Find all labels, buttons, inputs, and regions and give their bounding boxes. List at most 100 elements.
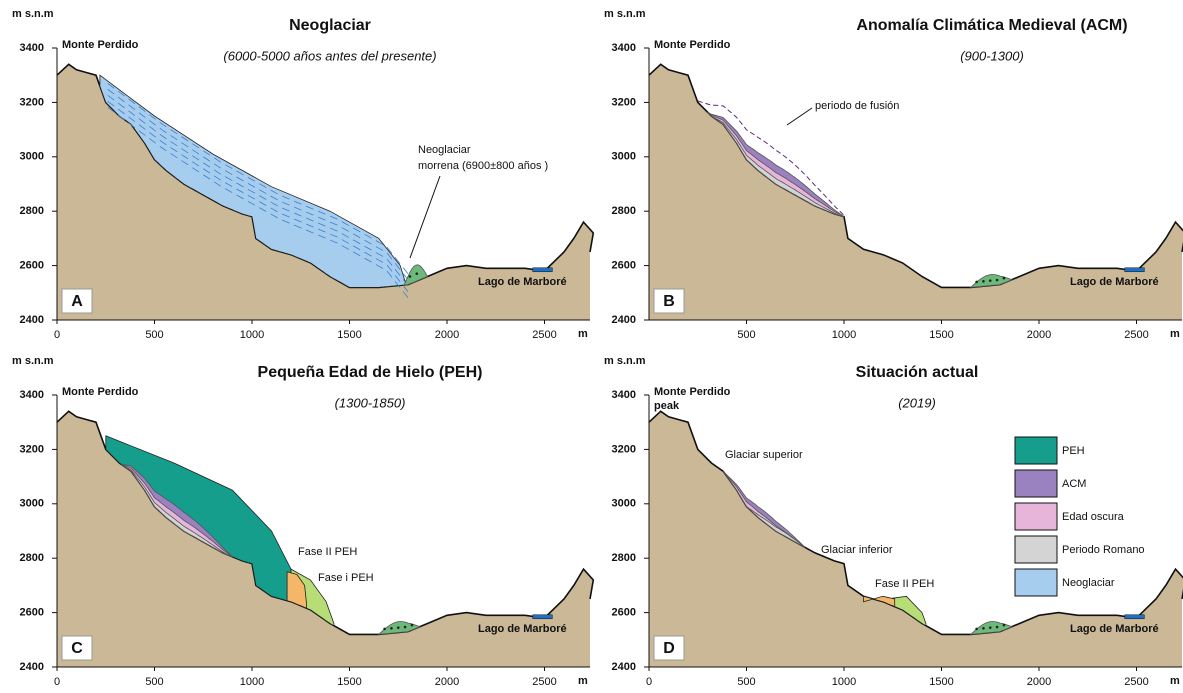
y-tick-label: 3400 [612, 389, 636, 401]
x-tick-label: 2500 [1124, 329, 1148, 341]
annotation: Fase II PEH [298, 546, 357, 558]
x-tick-label: 2000 [1027, 676, 1051, 688]
peak-label: Monte Perdido [654, 386, 731, 398]
x-tick-label: 500 [737, 329, 755, 341]
legend-swatch [1015, 503, 1057, 530]
y-tick-label: 2400 [612, 661, 636, 673]
x-unit: m [578, 328, 588, 340]
annotation: Glaciar superior [725, 449, 803, 461]
x-tick-label: 1500 [929, 676, 953, 688]
moraine-dot [975, 628, 978, 631]
peak-label: Monte Perdido [62, 386, 139, 398]
lake-label: Lago de Marboré [1070, 276, 1159, 288]
x-tick-label: 2000 [435, 329, 459, 341]
moraine-dot [996, 626, 999, 629]
y-tick-label: 2800 [612, 552, 636, 564]
moraine-dot [390, 627, 393, 630]
x-tick-label: 1000 [832, 676, 856, 688]
legend-label: ACM [1062, 478, 1086, 490]
moraine-dot [397, 626, 400, 629]
legend-label: PEH [1062, 445, 1085, 457]
moraine-dot [982, 627, 985, 630]
x-tick-label: 1000 [240, 329, 264, 341]
y-tick-label: 2800 [20, 205, 44, 217]
peak-label: Monte Perdido [654, 39, 731, 51]
y-tick-label: 2400 [20, 314, 44, 326]
lake-label: Lago de Marboré [478, 623, 567, 635]
panel-title: Anomalía Climática Medieval (ACM) [856, 17, 1127, 34]
x-tick-label: 1500 [929, 329, 953, 341]
panel-subtitle: (1300-1850) [335, 395, 406, 410]
y-tick-label: 2800 [20, 552, 44, 564]
annotation: Glaciar inferior [821, 544, 893, 556]
legend-swatch [1015, 536, 1057, 563]
x-tick-label: 2500 [1124, 676, 1148, 688]
panel: 2400260028003000320034000500100015002000… [12, 8, 593, 341]
panel-letter: A [71, 293, 83, 310]
lake [1125, 268, 1145, 272]
y-tick-label: 2400 [612, 314, 636, 326]
lake [533, 615, 553, 619]
x-tick-label: 1500 [337, 329, 361, 341]
moraine-dot [383, 628, 386, 631]
lake-label: Lago de Marboré [478, 276, 567, 288]
panel-subtitle: (900-1300) [960, 48, 1024, 63]
panel-title: Pequeña Edad de Hielo (PEH) [258, 364, 483, 381]
y-tick-label: 3200 [612, 96, 636, 108]
moraine-dot [989, 279, 992, 282]
x-tick-label: 0 [54, 329, 60, 341]
y-unit: m s.n.m [604, 8, 646, 20]
x-tick-label: 0 [646, 676, 652, 688]
moraine-dot [415, 272, 418, 275]
y-tick-label: 3400 [20, 42, 44, 54]
lake [1125, 615, 1145, 619]
legend-swatch [1015, 470, 1057, 497]
annotation: Fase II PEH [875, 578, 934, 590]
x-tick-label: 2500 [532, 676, 556, 688]
annotation: periodo de fusión [815, 100, 899, 112]
panel-subtitle: (6000-5000 años antes del presente) [223, 48, 436, 63]
moraine-dot [996, 279, 999, 282]
panel-letter: D [663, 640, 675, 657]
y-tick-label: 3400 [612, 42, 636, 54]
y-tick-label: 3200 [20, 96, 44, 108]
legend-swatch [1015, 569, 1057, 596]
x-tick-label: 500 [737, 676, 755, 688]
x-tick-label: 2500 [532, 329, 556, 341]
leader [787, 108, 812, 125]
annotation: morrena (6900±800 años ) [418, 160, 548, 172]
y-tick-label: 2400 [20, 661, 44, 673]
y-unit: m s.n.m [604, 355, 646, 367]
x-tick-label: 1000 [240, 676, 264, 688]
lake-label: Lago de Marboré [1070, 623, 1159, 635]
lake [533, 268, 553, 272]
x-tick-label: 1500 [337, 676, 361, 688]
x-unit: m [1170, 675, 1180, 687]
x-unit: m [578, 675, 588, 687]
panel-subtitle: (2019) [898, 395, 936, 410]
y-tick-label: 2600 [612, 607, 636, 619]
legend-label: Edad oscura [1062, 511, 1125, 523]
moraine-dot [1003, 277, 1006, 280]
y-tick-label: 3200 [612, 443, 636, 455]
annotation: Neoglaciar [418, 144, 471, 156]
legend-swatch [1015, 437, 1057, 464]
x-tick-label: 2000 [1027, 329, 1051, 341]
y-tick-label: 2600 [20, 607, 44, 619]
y-tick-label: 3000 [20, 151, 44, 163]
legend-label: Neoglaciar [1062, 577, 1115, 589]
legend-label: Periodo Romano [1062, 544, 1145, 556]
panel-title: Situación actual [856, 364, 979, 381]
moraine-dot [975, 281, 978, 284]
y-tick-label: 3000 [20, 498, 44, 510]
y-tick-label: 2600 [612, 260, 636, 272]
panel-letter: C [71, 640, 83, 657]
panel-letter: B [663, 293, 675, 310]
y-tick-label: 3200 [20, 443, 44, 455]
peak-label: peak [654, 400, 680, 412]
x-tick-label: 500 [145, 676, 163, 688]
x-tick-label: 2000 [435, 676, 459, 688]
